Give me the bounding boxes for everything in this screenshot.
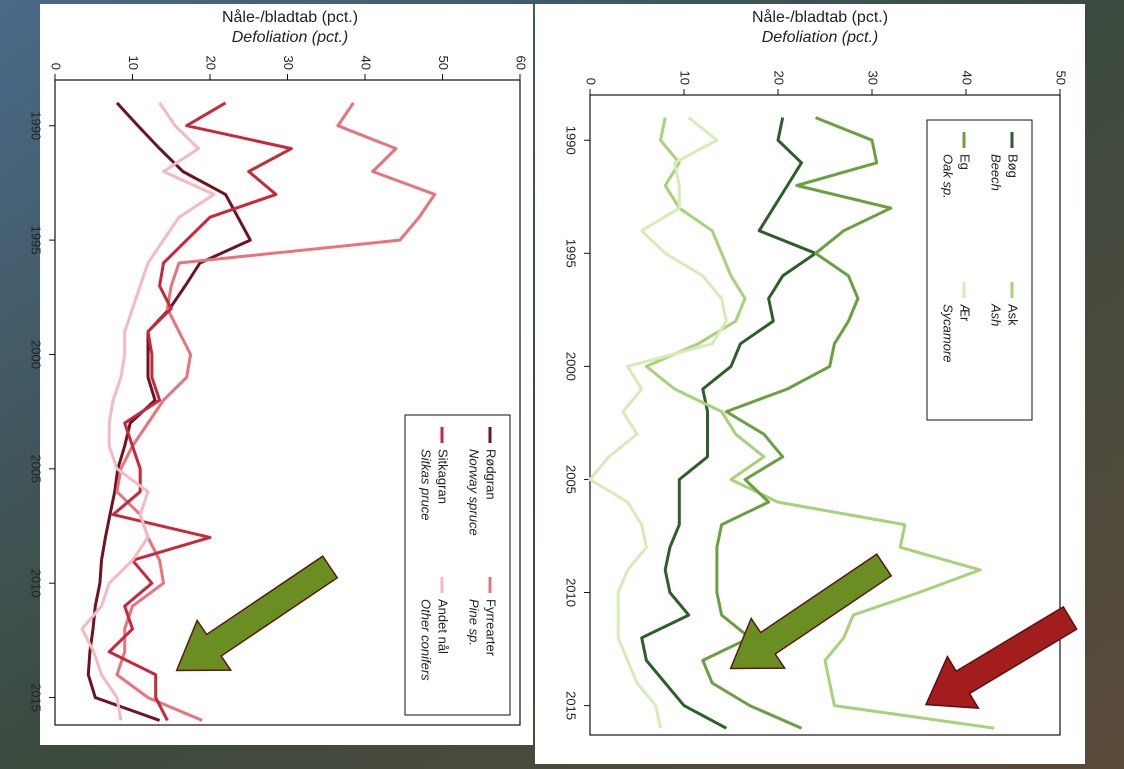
y-tick-label: 0: [584, 78, 599, 85]
chart-title: Nåle-/bladtab (pct.): [222, 8, 358, 26]
legend-label: Sitkagran: [436, 449, 451, 504]
green-arrow: [175, 555, 339, 672]
legend-label: Eg: [958, 154, 973, 170]
chart: 0 10 20 30 40 50 1990 1995 2000 2005 2010 2015 BøgBe…: [564, 71, 1069, 736]
y-tick-label: 50: [436, 56, 451, 70]
legend-box: [404, 414, 511, 716]
x-tick-label: 2015: [564, 691, 579, 720]
legend-box: [926, 119, 1033, 421]
red-arrow: [924, 605, 1078, 709]
y-tick-label: 30: [281, 56, 296, 70]
x-tick-label: 2010: [564, 578, 579, 607]
legend-label-en: Pine sp.: [467, 599, 482, 646]
chart-subtitle: Defoliation (pct.): [762, 29, 879, 46]
legend-label-en: Sitkas pruce: [419, 449, 434, 521]
legend-label: Rødgran: [484, 449, 499, 500]
x-tick-label: 2000: [29, 340, 44, 369]
series-line: [80, 102, 216, 721]
legend-label: Andet nål: [436, 599, 451, 654]
legend-label-en: Ash: [989, 303, 1004, 326]
x-tick-label: 1990: [29, 111, 44, 140]
legend-label-en: Other conifers: [419, 599, 434, 681]
x-tick-label: 1995: [29, 226, 44, 255]
x-tick-label: 2000: [564, 352, 579, 381]
legend-label: Bøg: [1006, 154, 1021, 178]
y-tick-label: 0: [49, 63, 64, 70]
chart-subtitle: Defoliation (pct.): [232, 29, 349, 46]
series-line: [588, 116, 728, 729]
series-line: [644, 117, 995, 730]
chart-title: Nåle-/bladtab (pct.): [752, 8, 888, 26]
x-tick-label: 2005: [29, 454, 44, 483]
x-tick-label: 2005: [564, 465, 579, 494]
chart: 0 10 20 30 40 50 60 1990 1995 2000 2005 2010 2015 Rød…: [29, 56, 529, 726]
y-tick-label: 10: [126, 56, 141, 70]
y-tick-label: 40: [359, 56, 374, 70]
series-line: [640, 117, 818, 730]
legend-label: Ask: [1006, 304, 1021, 326]
x-tick-label: 1990: [564, 126, 579, 155]
legend-label: Fyrrearter: [484, 599, 499, 657]
legend-label-en: Norway spruce: [467, 449, 482, 536]
y-tick-label: 40: [960, 71, 975, 85]
legend-label-en: Beech: [989, 154, 1004, 191]
y-tick-label: 50: [1054, 71, 1069, 85]
plot-frame: [589, 94, 1061, 736]
y-tick-label: 10: [678, 71, 693, 85]
y-tick-label: 20: [204, 56, 219, 70]
arrows: [175, 553, 1078, 709]
y-tick-label: 60: [514, 56, 529, 70]
y-tick-label: 20: [772, 71, 787, 85]
series-line: [701, 116, 893, 730]
x-tick-label: 2015: [29, 683, 44, 712]
legend-label-en: Sycamore: [941, 304, 956, 363]
charts: Nåle-/bladtab (pct.) Defoliation (pct.) 0 1…: [29, 8, 1069, 736]
legend-label-en: Oak sp.: [941, 154, 956, 199]
x-tick-label: 2010: [29, 569, 44, 598]
y-tick-label: 30: [866, 71, 881, 85]
legend-label: Ær: [958, 304, 973, 322]
green-arrow: [729, 553, 893, 670]
x-tick-label: 1995: [564, 239, 579, 268]
series-line: [107, 101, 293, 722]
